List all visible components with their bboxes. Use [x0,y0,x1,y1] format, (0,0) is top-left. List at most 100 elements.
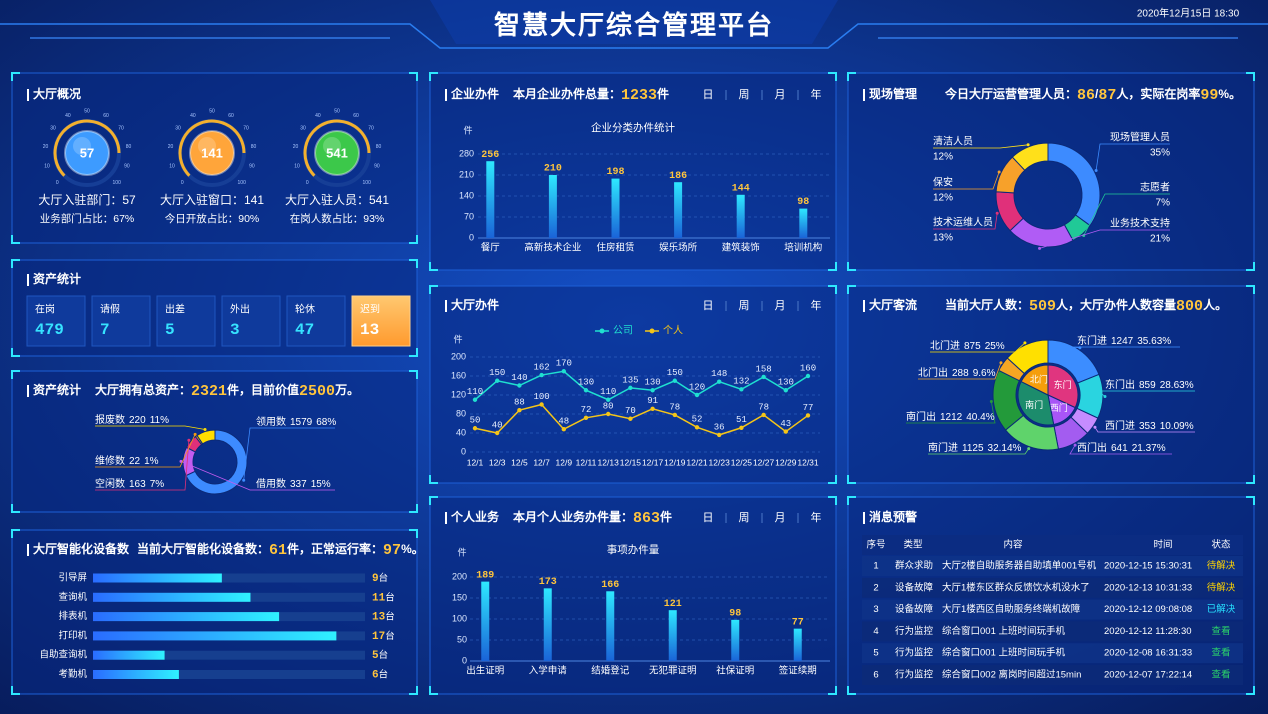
bar-value-label: 256 [481,150,499,161]
table-cell: 已解决 [1207,603,1236,615]
leader-dot [203,427,207,431]
panel-corner [409,259,418,268]
point-label: 80 [603,401,614,411]
panel-corner [11,235,20,244]
table-row [862,621,1243,642]
tab[interactable]: 周 [739,88,750,101]
panel-title: 大厅办件 [451,297,499,312]
summary: 大厅拥有总资产：2321件，目前价值2500万。 [95,382,359,400]
gauge-tick-label: 10 [169,163,175,169]
slice-percent: 15% [311,479,331,490]
y-tick-label: 200 [451,351,466,361]
table-cell: 大厅1楼东区群众反馈饮水机没水了 [942,581,1090,593]
bar-value-label: 77 [792,617,804,628]
slice-value-label: 21% [1150,234,1170,245]
panel-corner [11,370,20,379]
slice-name: 清洁人员 [933,135,973,148]
inner-label: 西门 [1050,402,1068,413]
panel-corner [11,259,20,268]
slice-label: 南门进 1125 32.14% [928,441,1022,454]
tab[interactable]: 周 [739,299,750,312]
point-label: 91 [647,396,658,406]
tab[interactable]: 年 [811,298,822,312]
tab[interactable]: 年 [811,510,822,524]
gauge-tick-label: 60 [103,113,109,119]
panel-corner [409,686,418,695]
bar [93,612,280,622]
bar [93,573,222,583]
panel-corner [828,496,837,505]
table-row [862,599,1243,620]
bar-value: 11台 [372,591,395,604]
gauge-tick-label: 30 [175,126,181,132]
gauge-core [64,130,110,176]
table-cell: 3 [873,604,878,615]
table-cell: 2020-12-15 15:30:31 [1104,561,1192,572]
point-label: 148 [711,369,727,379]
summary-text: %。 [1218,87,1241,101]
point-label: 110 [467,387,483,397]
tab[interactable]: 周 [739,511,750,524]
leader-line [95,434,196,468]
panel-corner [847,475,856,484]
bar-value-label: 173 [539,577,557,588]
tab[interactable]: 月 [775,300,786,312]
panel-corner [429,475,438,484]
y-tick-label: 100 [452,613,467,623]
page-title: 智慧大厅综合管理平台 [494,10,774,40]
tab[interactable]: 日 [703,89,714,101]
x-tick-label: 12/31 [797,457,819,467]
tab[interactable]: 日 [703,512,714,524]
summary-text: 件，目前价值 [227,382,299,397]
table-cell: 综合窗口001 上班时间玩手机 [942,625,1065,637]
slice-name: 业务技术支持 [1110,217,1170,230]
x-tick-label: 无犯罪证明 [649,666,697,677]
panel-corner [409,370,418,379]
leader-line [933,213,998,230]
gauge-tick-label: 90 [249,163,255,169]
gauge-tick-label: 30 [50,126,56,132]
point [650,388,655,393]
bar-value-number: 9 [372,573,379,585]
point-label: 51 [736,415,747,425]
point [783,388,788,393]
gauge-tick-label: 0 [181,180,184,186]
x-tick-label: 培训机构 [784,242,822,254]
summary-text: 今日大厅运营管理人员： [944,86,1077,101]
y-axis-label: 件 [463,124,472,135]
table-cell: 2020-12-08 16:31:33 [1104,648,1192,659]
tab[interactable]: 月 [775,89,786,101]
slice-label: 东门进 1247 35.63% [1077,334,1171,347]
summary: 今日大厅运营管理人员：86/87人，实际在岗率99%。 [944,86,1241,104]
leader-line [1094,427,1195,433]
y-tick-label: 40 [456,427,466,437]
gauge-sub: 在岗人数占比：93% [290,212,385,225]
gauge-tick-label: 40 [65,113,71,119]
tab[interactable]: 月 [775,512,786,524]
panel-corner [409,348,418,357]
leader-line [933,144,1029,149]
summary-number: 2500 [299,383,335,400]
slice-value: 859 [1139,380,1156,391]
table-cell: 待解决 [1207,560,1236,572]
point [561,427,566,432]
bar [668,610,677,661]
slice-value-label: 12% [933,193,953,204]
leader-dot [1023,341,1027,345]
bar-unit: 台 [385,591,395,603]
x-tick-label: 高新技术企业 [524,242,581,254]
point [561,369,566,374]
leader-dot [193,432,197,436]
tab[interactable]: 日 [703,300,714,312]
x-tick-label: 12/13 [598,457,620,467]
panel-corner [429,686,438,695]
bar-value: 6台 [372,668,388,681]
slice-label: 北门进 875 25% [930,339,1005,352]
stat-value: 13 [360,321,379,339]
gauge-tick-label: 100 [238,180,247,186]
bar-value-label: 166 [601,580,619,591]
tab[interactable]: 年 [811,87,822,101]
point [739,425,744,430]
panel-corner [409,72,418,81]
